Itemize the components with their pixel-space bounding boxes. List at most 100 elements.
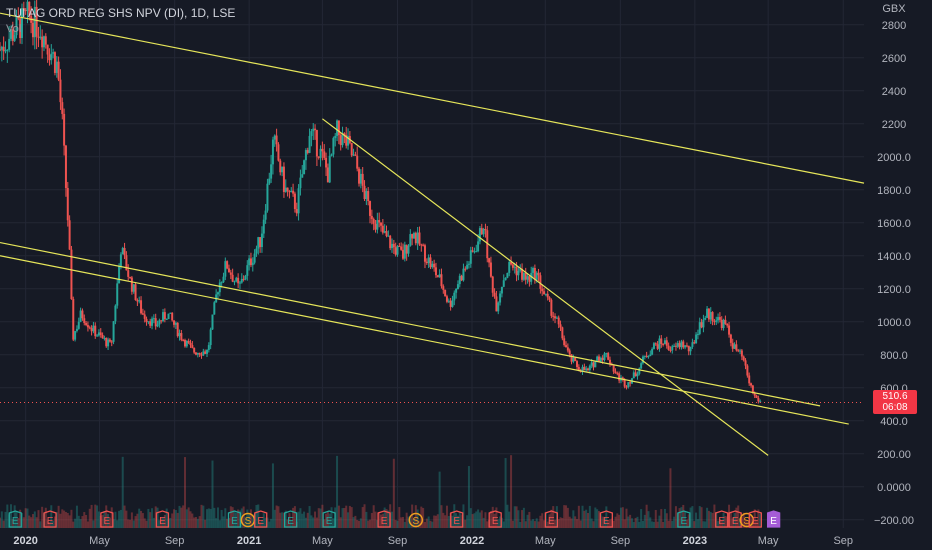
candle-body[interactable] — [671, 346, 674, 351]
candle-body[interactable] — [739, 350, 742, 352]
candle-body[interactable] — [495, 296, 498, 312]
candle-body[interactable] — [526, 276, 529, 280]
candle-body[interactable] — [97, 332, 100, 336]
candle-body[interactable] — [19, 18, 22, 39]
candle-body[interactable] — [707, 308, 710, 320]
candle-body[interactable] — [471, 250, 474, 252]
candle-body[interactable] — [118, 266, 121, 284]
candle-body[interactable] — [537, 272, 540, 276]
candle-body[interactable] — [224, 261, 227, 277]
candle-body[interactable] — [299, 177, 302, 189]
candle-body[interactable] — [288, 191, 291, 193]
candle-body[interactable] — [742, 356, 745, 361]
candle-body[interactable] — [257, 237, 260, 249]
candle-body[interactable] — [173, 320, 176, 325]
candle-body[interactable] — [380, 222, 383, 226]
candle-body[interactable] — [687, 345, 690, 352]
candle-body[interactable] — [231, 274, 234, 282]
candle-body[interactable] — [447, 300, 450, 302]
candle-body[interactable] — [233, 281, 236, 283]
candle-body[interactable] — [521, 268, 524, 280]
candle-body[interactable] — [726, 323, 729, 326]
event-earnings-marker[interactable] — [100, 510, 114, 528]
candle-body[interactable] — [136, 300, 139, 302]
candle-body[interactable] — [504, 277, 507, 281]
candle-body[interactable] — [90, 328, 93, 332]
candle-body[interactable] — [565, 345, 568, 348]
candle-body[interactable] — [616, 373, 619, 375]
candle-body[interactable] — [466, 264, 469, 269]
candle-body[interactable] — [55, 61, 58, 73]
candle-body[interactable] — [543, 291, 546, 295]
candle-body[interactable] — [68, 220, 71, 250]
candle-body[interactable] — [530, 272, 533, 282]
candle-body[interactable] — [475, 251, 478, 253]
candle-body[interactable] — [248, 258, 251, 266]
candle-body[interactable] — [184, 340, 187, 347]
candle-body[interactable] — [680, 341, 683, 348]
candle-body[interactable] — [64, 145, 67, 189]
candle-body[interactable] — [28, 1, 31, 16]
candle-body[interactable] — [383, 231, 386, 233]
candle-body[interactable] — [423, 245, 426, 262]
candle-body[interactable] — [502, 280, 505, 287]
candle-body[interactable] — [398, 245, 401, 247]
candle-body[interactable] — [378, 220, 381, 223]
candle-body[interactable] — [554, 316, 557, 319]
candle-body[interactable] — [748, 375, 751, 384]
candle-body[interactable] — [702, 319, 705, 328]
candle-body[interactable] — [566, 347, 569, 351]
candle-body[interactable] — [634, 372, 637, 377]
candle-body[interactable] — [698, 322, 701, 334]
candle-body[interactable] — [105, 337, 108, 347]
candle-body[interactable] — [641, 356, 644, 364]
candle-body[interactable] — [275, 135, 278, 145]
candle-body[interactable] — [180, 333, 183, 340]
candle-body[interactable] — [129, 276, 132, 278]
candle-body[interactable] — [195, 352, 198, 355]
trendline[interactable] — [322, 118, 769, 456]
candle-body[interactable] — [216, 292, 219, 295]
candle-body[interactable] — [4, 50, 7, 52]
candle-body[interactable] — [544, 293, 547, 295]
candle-body[interactable] — [72, 299, 75, 340]
trendline[interactable] — [0, 241, 821, 407]
candle-body[interactable] — [121, 248, 124, 255]
candle-body[interactable] — [731, 342, 734, 349]
candle-body[interactable] — [83, 318, 86, 324]
candle-body[interactable] — [720, 319, 723, 329]
candle-body[interactable] — [601, 357, 604, 361]
candle-body[interactable] — [319, 148, 322, 158]
candle-body[interactable] — [464, 268, 467, 270]
candle-body[interactable] — [473, 251, 476, 253]
candle-body[interactable] — [114, 305, 117, 322]
candle-body[interactable] — [167, 313, 170, 320]
candle-body[interactable] — [163, 312, 166, 320]
candle-body[interactable] — [660, 338, 663, 344]
candle-body[interactable] — [48, 54, 51, 61]
candle-body[interactable] — [645, 355, 648, 358]
candle-body[interactable] — [649, 354, 652, 357]
candle-body[interactable] — [577, 367, 580, 371]
candle-body[interactable] — [663, 340, 666, 344]
candle-body[interactable] — [63, 113, 66, 146]
candle-body[interactable] — [101, 334, 104, 339]
candle-body[interactable] — [244, 275, 247, 280]
candle-body[interactable] — [284, 187, 287, 192]
candle-body[interactable] — [127, 270, 130, 277]
candle-body[interactable] — [308, 135, 311, 153]
candle-body[interactable] — [676, 343, 679, 347]
candle-body[interactable] — [636, 373, 639, 377]
candle-body[interactable] — [15, 16, 18, 36]
candle-body[interactable] — [391, 243, 394, 249]
candle-body[interactable] — [361, 173, 364, 186]
candle-body[interactable] — [387, 235, 390, 237]
candle-body[interactable] — [546, 293, 549, 298]
candle-body[interactable] — [757, 397, 760, 402]
candle-body[interactable] — [733, 344, 736, 349]
candle-body[interactable] — [499, 293, 502, 303]
candle-body[interactable] — [594, 360, 597, 368]
event-earnings-marker[interactable] — [155, 510, 170, 528]
candle-body[interactable] — [427, 257, 430, 264]
candle-body[interactable] — [193, 347, 196, 353]
